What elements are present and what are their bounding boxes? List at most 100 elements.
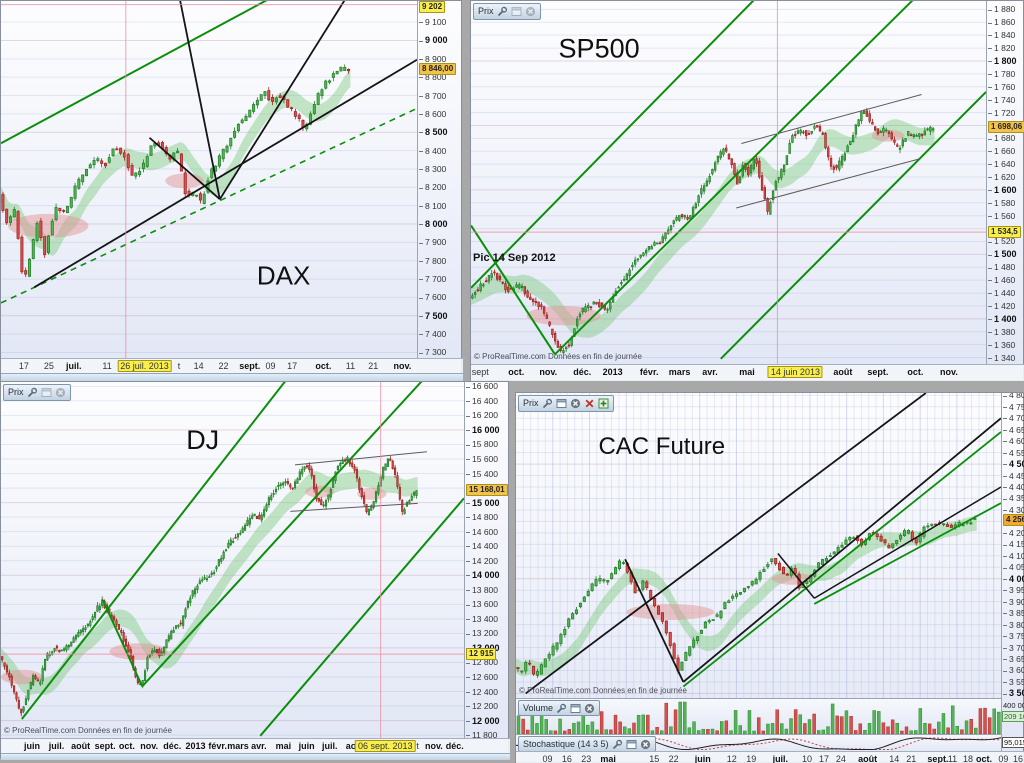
window-icon[interactable] <box>570 703 581 714</box>
y-tick-label: 3 500 <box>1003 688 1024 698</box>
x-tick-label: 19 <box>746 754 757 763</box>
x-tick-label: mai <box>600 754 616 763</box>
wrench-icon[interactable] <box>542 398 553 409</box>
add-icon[interactable] <box>598 398 609 409</box>
x-tick-label: mars <box>668 367 691 377</box>
x-tick-label: 17 <box>818 754 829 763</box>
y-tick-label: 16 400 <box>466 396 498 406</box>
y-tick-label: 1 500 <box>988 249 1017 259</box>
x-tick-label: 25 <box>43 361 54 371</box>
wrench-icon[interactable] <box>612 739 623 750</box>
remove-icon[interactable] <box>584 398 595 409</box>
crosshair-price-label: 12 915 <box>466 648 497 661</box>
cac-x-axis[interactable]: 09 16 23 mai 15 22 juin 12 19 juil. 10 17 24 août 14 21… <box>516 751 1024 763</box>
y-tick-label: 4 400 <box>1003 482 1024 492</box>
wrench-icon[interactable] <box>556 703 567 714</box>
y-tick-label: 12 400 <box>466 687 498 697</box>
close-icon[interactable] <box>570 398 581 409</box>
y-tick-label: 1 620 <box>988 172 1015 182</box>
x-tick-label: t <box>177 361 181 371</box>
y-tick-label: 7 300 <box>419 347 446 357</box>
close-icon[interactable] <box>55 387 66 398</box>
y-tick-label: 13 200 <box>466 628 498 638</box>
y-tick-label: 3 850 <box>1003 608 1024 618</box>
y-tick-label: 16 600 <box>466 382 498 391</box>
dax-plot-area[interactable]: DAX <box>1 1 417 358</box>
x-tick-label: sept. <box>927 754 949 763</box>
y-tick-label: 3 750 <box>1003 631 1024 641</box>
x-tick-label: avr. <box>702 367 718 377</box>
y-tick-label: 15 400 <box>466 469 498 479</box>
y-tick-label: 4 200 <box>1003 528 1024 538</box>
last-price-label: 15 168,01 <box>466 484 508 497</box>
copyright-label: © ProRealTime.com Données en fin de jour… <box>519 686 687 695</box>
x-tick-label: 11 <box>947 754 958 763</box>
sp500-plot-area[interactable]: SP500 Pic 14 Sep 2012 © ProRealTime.com Do… <box>471 1 986 364</box>
highlighted-date-label: 14 juin 2013 <box>767 366 823 378</box>
y-tick-label: 4 750 <box>1003 402 1024 412</box>
dax-scroll-strip[interactable] <box>1 373 463 382</box>
chart-panel-cac: Prix CAC Future © ProRealTime.com Données… <box>515 392 1024 763</box>
dj-scroll-strip[interactable] <box>1 753 510 760</box>
last-price-label: 8 846,00 <box>419 62 457 75</box>
x-tick-label: mars <box>227 741 249 751</box>
sp500-chart-svg: SP500 Pic 14 Sep 2012 <box>471 1 986 364</box>
cac-price-toolbar: Prix <box>518 395 614 412</box>
y-tick-label: 8 500 <box>419 127 448 137</box>
y-tick-label: 1 400 <box>988 314 1017 324</box>
wrench-icon[interactable] <box>27 387 38 398</box>
close-icon[interactable] <box>584 703 595 714</box>
y-tick-label: 3 700 <box>1003 643 1024 653</box>
window-icon[interactable] <box>626 739 637 750</box>
y-tick-label: 1 720 <box>988 108 1015 118</box>
x-tick-label: nov. <box>939 367 958 377</box>
x-tick-label: 16 <box>561 754 572 763</box>
x-tick-label: 23 <box>581 754 592 763</box>
y-tick-label: 12 000 <box>466 716 500 726</box>
price-pane-label: Prix <box>523 398 539 408</box>
cac-plot-area[interactable]: CAC Future © ProRealTime.com Données en f… <box>516 393 1001 698</box>
sp500-x-axis[interactable]: sept oct. nov. déc. 2013 févr. mars avr. mai 14 j… <box>471 364 1024 381</box>
wrench-icon[interactable] <box>497 6 508 17</box>
cac-y-axis[interactable]: 3 5003 5503 6003 6503 7003 7503 8003 850… <box>1001 393 1024 751</box>
y-tick-label: 8 800 <box>419 72 446 82</box>
close-icon[interactable] <box>525 6 536 17</box>
dax-y-axis[interactable]: 7 300 7 400 7 500 7 600 7 700 7 800 7 900 8 000… <box>417 1 463 358</box>
chart-title: SP500 <box>559 34 640 64</box>
y-tick-label: 8 100 <box>419 201 446 211</box>
x-tick-label: oct. <box>907 367 924 377</box>
chart-title: CAC Future <box>598 433 725 460</box>
y-tick-label: 4 650 <box>1003 425 1024 435</box>
dj-y-axis[interactable]: 11 800 12 000 12 200 12 400 12 600 12 800 13 0… <box>464 382 510 738</box>
y-tick-label: 4 300 <box>1003 505 1024 515</box>
cac-volume-pane[interactable]: Volume <box>516 698 1001 734</box>
x-tick-label: 22 <box>668 754 679 763</box>
x-tick-label: 17 <box>287 361 298 371</box>
dj-x-axis[interactable]: juin juil. août sept. oct. nov. déc. 2013 févr. m… <box>1 738 510 754</box>
y-tick-label: 4 350 <box>1003 493 1024 503</box>
y-tick-label: 4 600 <box>1003 436 1024 446</box>
axis-value-label: 400 000 <box>1003 701 1024 710</box>
x-tick-label: sept. <box>867 367 889 377</box>
close-icon[interactable] <box>640 739 651 750</box>
x-tick-label: 2013 <box>185 741 206 751</box>
window-icon[interactable] <box>41 387 52 398</box>
y-tick-label: 4 550 <box>1003 448 1024 458</box>
x-tick-label: oct. <box>315 361 332 371</box>
window-icon[interactable] <box>556 398 567 409</box>
y-tick-label: 1 740 <box>988 95 1015 105</box>
x-tick-label: nov. <box>539 367 558 377</box>
dax-x-axis[interactable]: 17 25 juil. 11 26 juil. 2013 t 14 22 sept. 09 17 oc… <box>1 358 463 374</box>
x-tick-label: mai <box>739 367 755 377</box>
dj-plot-area[interactable]: DJ © ProRealTime.com Données en fin de jo… <box>1 382 464 738</box>
chart-panel-dj: Prix DJ © ProRealTime.com Données en fin … <box>0 381 510 760</box>
x-tick-label: juin <box>24 741 41 751</box>
sp500-y-axis[interactable]: 1 340 1 360 1 380 1 400 1 420 1 440 1 460 1 480… <box>986 1 1024 364</box>
x-tick-label: juil. <box>772 754 789 763</box>
window-icon[interactable] <box>511 6 522 17</box>
dax-chart-svg: DAX <box>1 1 417 358</box>
cac-stochastic-pane[interactable]: Stochastique (14 3 5) <box>516 734 1001 751</box>
y-tick-label: 13 000 <box>466 643 500 653</box>
x-tick-label: sept. <box>94 741 116 751</box>
dj-price-toolbar: Prix <box>3 384 71 401</box>
